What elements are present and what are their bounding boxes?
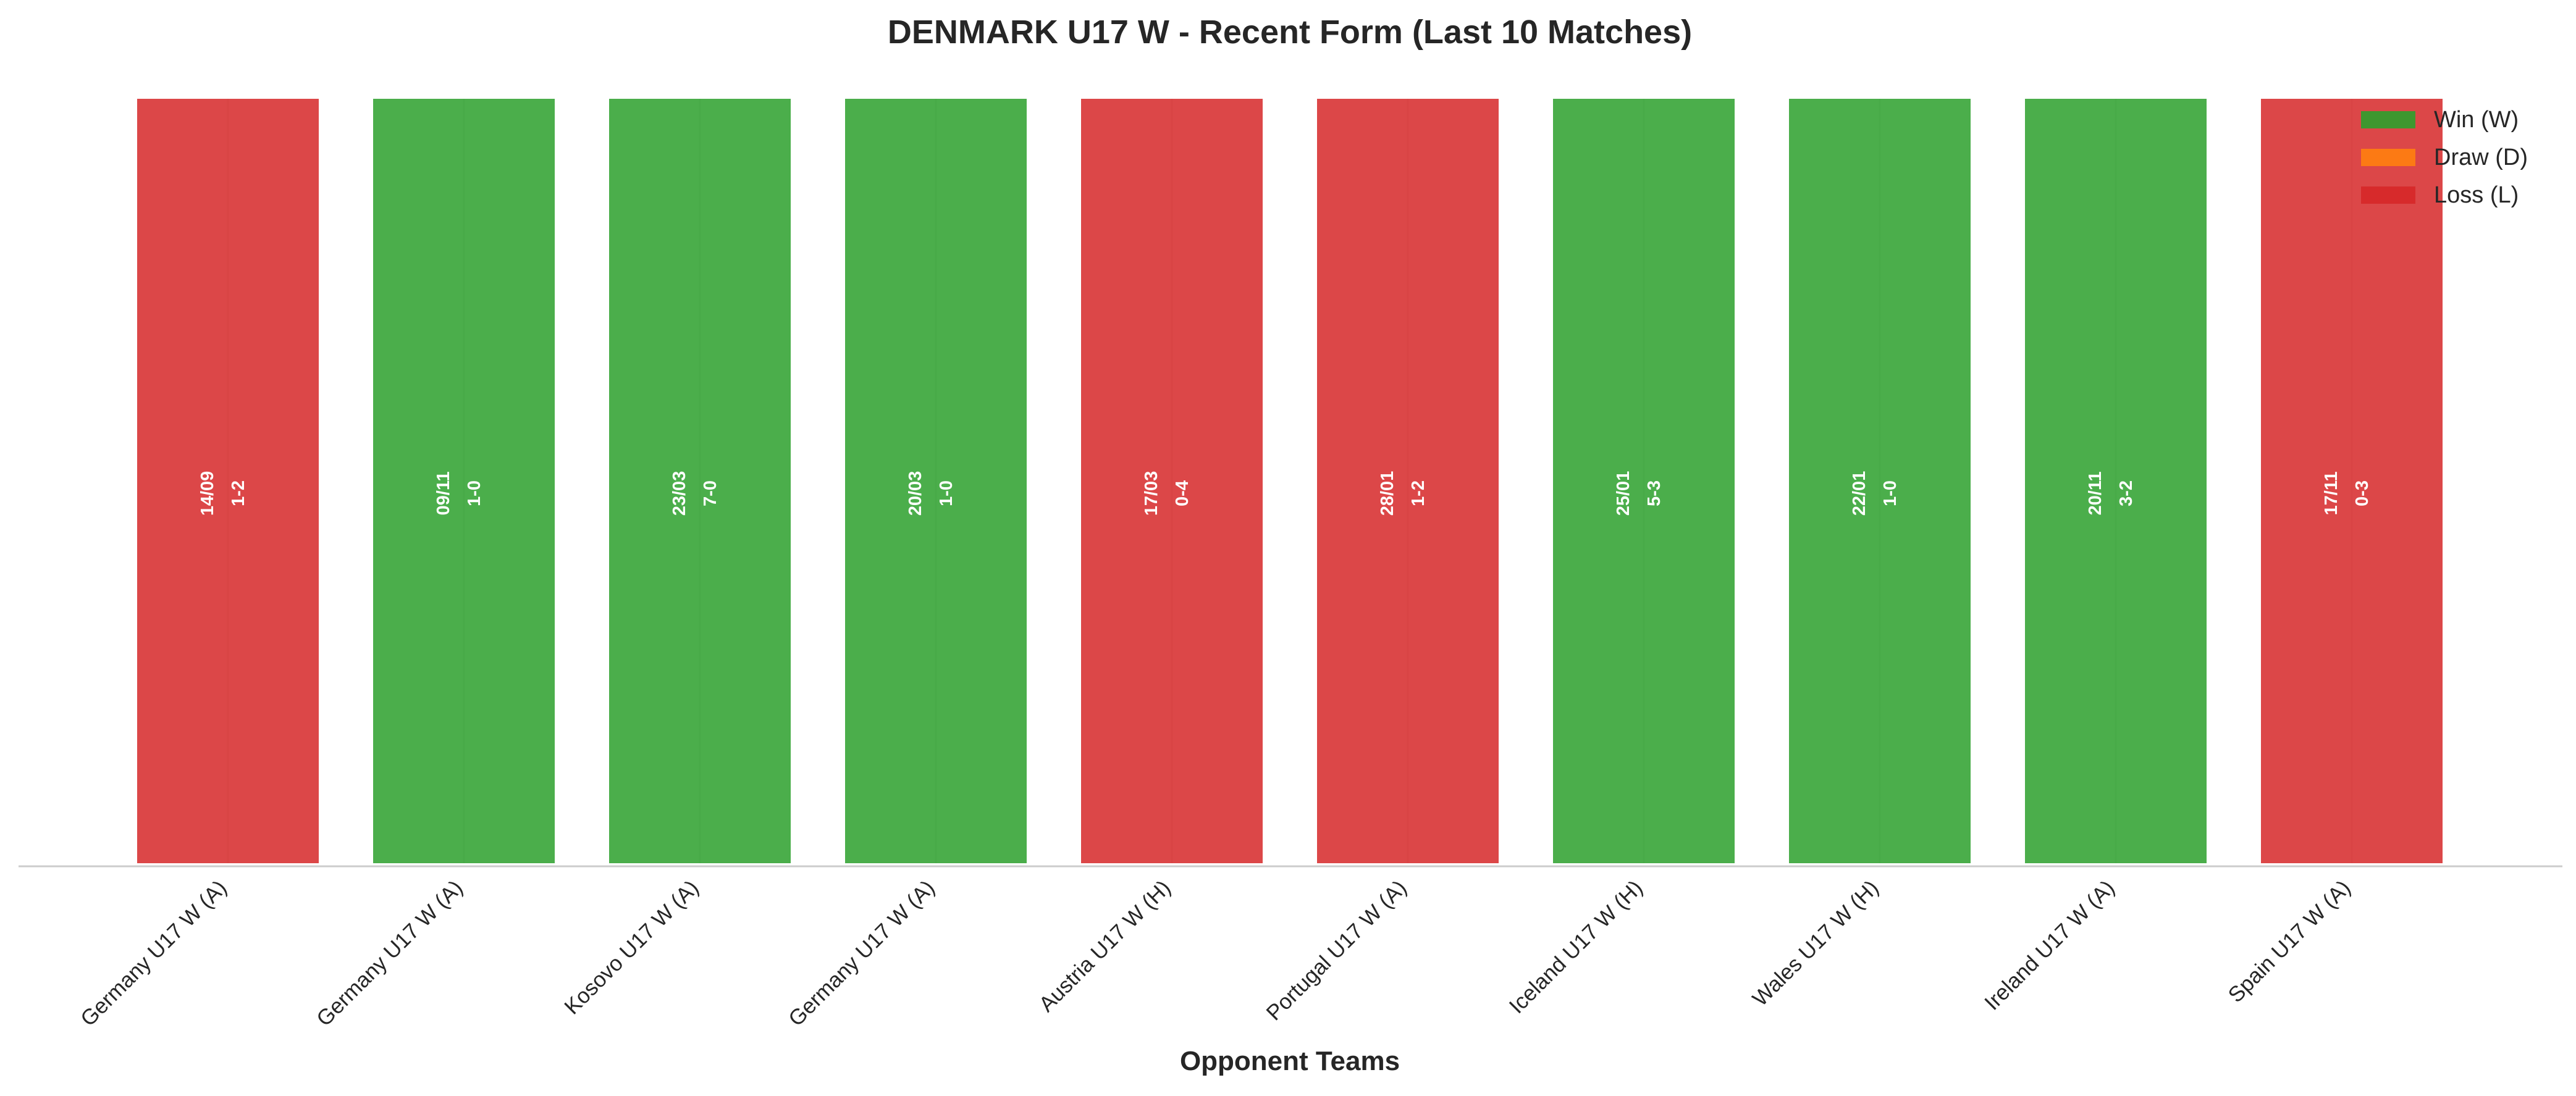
x-tick-label: Portugal U17 W (A) <box>1262 876 1412 1025</box>
bar-5 <box>1079 96 1265 866</box>
bar-3 <box>607 96 793 866</box>
x-tick-label: Germany U17 W (A) <box>312 876 468 1031</box>
bar-data-label: 20/11 3-2 <box>2086 472 2136 516</box>
legend-swatch-l <box>2361 186 2415 204</box>
bar-data-label: 23/03 7-0 <box>670 471 720 516</box>
bar-data-label: 22/01 1-0 <box>1850 471 1900 516</box>
legend-swatch-w <box>2361 111 2415 128</box>
bars-group: 14/09 1-2 09/11 1-0 23/03 7-0 20/03 1-0 17/03 0-4… <box>135 96 2445 866</box>
x-tick-label: Austria U17 W (H) <box>1034 876 1175 1016</box>
bar-data-label: 25/01 5-3 <box>1614 471 1664 516</box>
bar-data-label: 14/09 1-2 <box>198 471 248 516</box>
x-axis-label: Opponent Teams <box>1180 1046 1400 1076</box>
x-tick-label: Wales U17 W (H) <box>1748 876 1883 1011</box>
bar-data-label: 20/03 1-0 <box>906 471 956 516</box>
bar-8 <box>1787 96 1973 866</box>
bar-data-label: 17/03 0-4 <box>1142 471 1192 516</box>
bar-9 <box>2022 96 2209 866</box>
x-tick-labels: Germany U17 W (A) Germany U17 W (A) Kosovo… <box>76 876 2355 1031</box>
legend: Win (W) Draw (D) Loss (L) <box>2361 107 2528 208</box>
x-tick-label: Ireland U17 W (A) <box>1980 876 2119 1015</box>
bar-7 <box>1551 96 1737 866</box>
bar-data-label: 09/11 1-0 <box>434 472 484 516</box>
x-tick-label: Germany U17 W (A) <box>784 876 940 1031</box>
bar-1 <box>135 96 321 866</box>
legend-label-w: Win (W) <box>2434 107 2519 133</box>
bar-10 <box>2258 96 2445 866</box>
x-tick-label: Iceland U17 W (H) <box>1505 876 1648 1018</box>
bar-4 <box>843 96 1029 866</box>
bar-data-label: 28/01 1-2 <box>1378 471 1428 516</box>
legend-label-l: Loss (L) <box>2434 182 2519 208</box>
legend-swatch-d <box>2361 149 2415 166</box>
chart-title: DENMARK U17 W - Recent Form (Last 10 Mat… <box>888 14 1692 51</box>
legend-label-d: Draw (D) <box>2434 144 2528 170</box>
x-tick-label: Kosovo U17 W (A) <box>560 876 704 1019</box>
bar-2 <box>371 96 557 866</box>
x-tick-label: Germany U17 W (A) <box>76 876 232 1031</box>
bar-6 <box>1315 96 1501 866</box>
x-tick-label: Spain U17 W (A) <box>2223 876 2355 1007</box>
bar-data-label: 17/11 0-3 <box>2321 472 2372 516</box>
